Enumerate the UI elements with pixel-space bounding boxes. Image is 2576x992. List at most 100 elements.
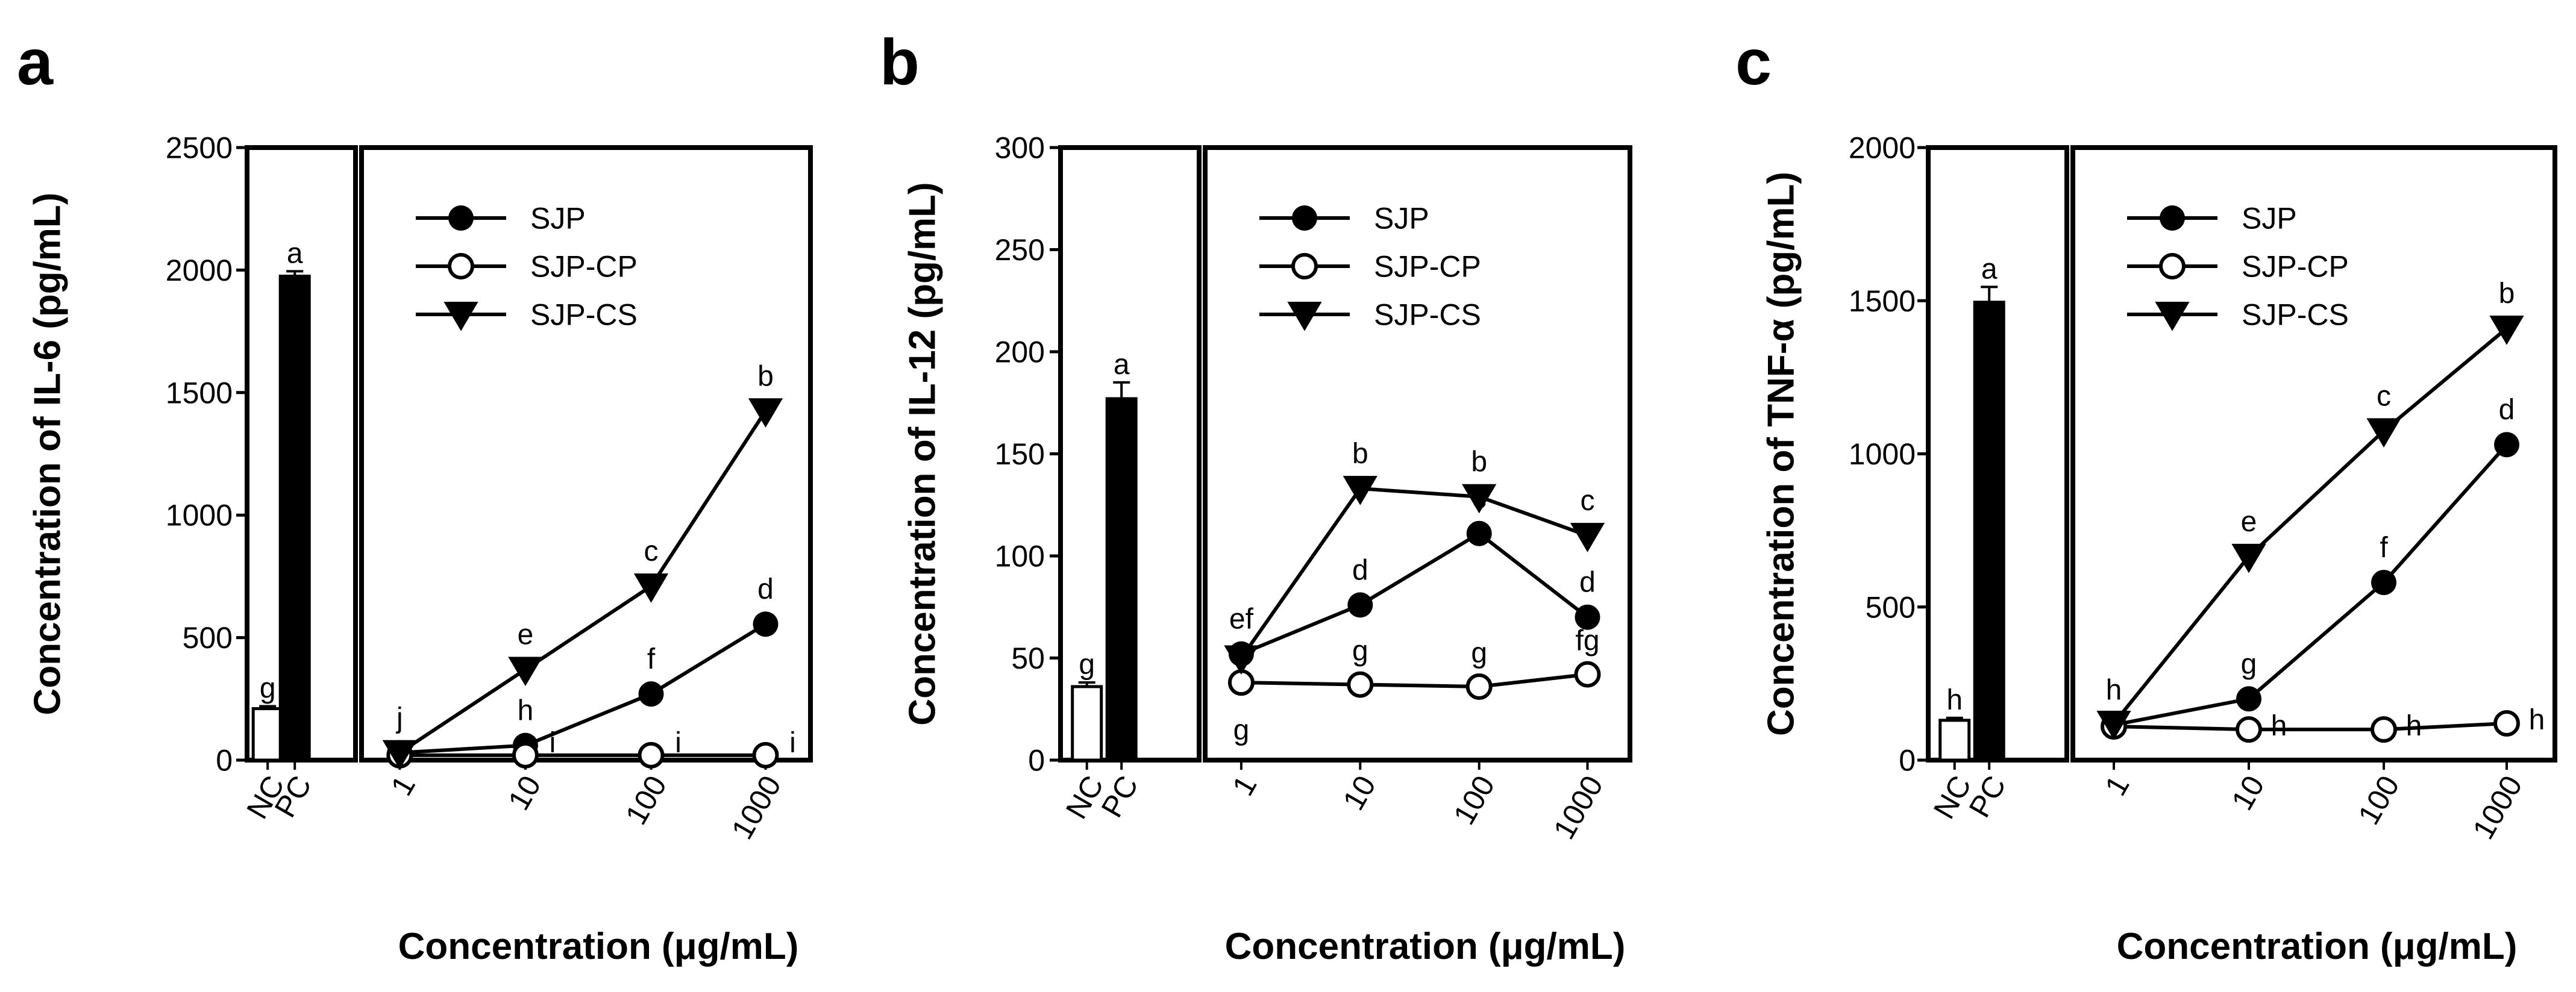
data-point [1575, 604, 1600, 630]
data-point [1347, 671, 1374, 698]
legend-entry: SJP-CP [2242, 250, 2349, 284]
series-line [1240, 531, 1589, 656]
category-label-pc: PC [1095, 770, 1145, 823]
data-point [2371, 570, 2396, 596]
y-tick-label: 0 [1028, 744, 1045, 778]
significance-letter: d [757, 573, 774, 605]
y-axis-label: Concentration of TNF-α (pg/mL) [1761, 172, 1802, 736]
x-tick-label: 1000 [2466, 770, 2529, 844]
x-tick-label: 10 [2225, 770, 2270, 816]
data-point [2236, 686, 2261, 712]
series-frame [359, 145, 813, 763]
significance-letter: b [757, 360, 774, 392]
significance-letter: h [2529, 704, 2545, 736]
data-point [1347, 592, 1373, 618]
data-point [2493, 710, 2520, 737]
bar-nc [251, 707, 284, 762]
data-point [1465, 673, 1493, 700]
data-point [2096, 710, 2131, 740]
y-tick-label: 0 [1899, 744, 1916, 778]
significance-letter: b [1471, 446, 1487, 478]
significance-letter: g [1471, 637, 1487, 669]
x-axis-label: Concentration (μg/mL) [2117, 926, 2518, 967]
panel-letter: b [880, 25, 920, 98]
significance-letter: h [1946, 684, 1963, 716]
significance-letter: ef [1229, 604, 1254, 635]
data-point [1462, 484, 1497, 514]
y-tick-label: 1500 [166, 376, 233, 410]
data-point [753, 611, 779, 637]
series-line [1239, 487, 1588, 660]
x-tick-label: 10 [501, 770, 547, 816]
significance-letter: g [1352, 635, 1368, 667]
significance-letter: i [675, 727, 682, 759]
legend-entry: SJP-CP [1374, 250, 1481, 284]
significance-letter: d [2499, 394, 2515, 426]
legend-marker [1291, 253, 1318, 279]
data-point [382, 740, 417, 770]
legend-entry: SJP-CS [2242, 298, 2349, 332]
significance-letter: a [1981, 253, 1998, 285]
category-label-pc: PC [1963, 770, 2013, 823]
y-tick-label: 200 [995, 335, 1045, 369]
significance-letter: g [2241, 648, 2257, 680]
significance-letter: i [789, 727, 796, 759]
data-point [2231, 543, 2266, 573]
significance-letter: h [2106, 675, 2122, 707]
y-tick-label: 1000 [166, 499, 233, 532]
series-line [2112, 326, 2508, 725]
series-sjp-cs: e c b [382, 360, 783, 770]
x-axis-label: Concentration (μg/mL) [398, 926, 799, 967]
legend-marker [448, 205, 474, 231]
data-point [638, 681, 664, 707]
y-tick-label: 50 [1011, 641, 1045, 675]
significance-letter: i [550, 727, 556, 759]
x-tick-label: 10 [1337, 770, 1382, 816]
series-sjp-cs: e c b [2096, 278, 2524, 740]
data-point [1224, 645, 1259, 675]
data-point [1574, 661, 1601, 688]
data-point [748, 398, 783, 428]
significance-letter: a [1114, 349, 1130, 381]
panel-c: c Concentration of TNF-α (pg/mL) Concentra… [1735, 25, 2557, 967]
data-point [1466, 520, 1492, 546]
data-point [2236, 716, 2262, 743]
data-point [2489, 316, 2524, 345]
series-frame [1203, 145, 1632, 763]
panel-a: a Concentration of IL-6 (pg/mL) Concentrat… [17, 25, 813, 967]
series-line [398, 410, 768, 755]
legend-entry: SJP [1374, 202, 1429, 236]
significance-letter: c [644, 535, 659, 567]
series-line [2113, 443, 2509, 727]
data-point [508, 657, 543, 687]
significance-letter: d [1579, 567, 1596, 599]
series-sjp-cp: g g g fg [1227, 625, 1601, 746]
significance-letter: d [1352, 554, 1368, 586]
x-tick-label: 100 [2351, 770, 2405, 830]
data-point [2366, 418, 2401, 448]
significance-letter: a [287, 237, 303, 269]
data-point [1343, 476, 1377, 505]
significance-letter: c [1581, 485, 1595, 517]
y-tick-label: 2500 [166, 131, 233, 165]
y-tick-label: 2000 [1849, 131, 1916, 165]
x-tick-label: 1 [384, 770, 422, 801]
legend-marker [1292, 205, 1317, 231]
legend-entry: SJP-CS [530, 298, 638, 332]
legend-entry: SJP-CP [530, 250, 638, 284]
x-tick-label: 1 [2098, 770, 2136, 801]
x-tick-label: 1000 [1547, 770, 1609, 844]
y-tick-label: 500 [1866, 590, 1916, 624]
series-sjp-cs: b b c [1224, 438, 1605, 675]
panel-letter: a [17, 25, 54, 98]
significance-letter: g [1233, 714, 1250, 746]
y-tick-label: 150 [995, 437, 1045, 471]
bar-pc [1105, 397, 1138, 762]
legend-marker [2160, 205, 2185, 231]
series-line [400, 622, 767, 755]
y-tick-label: 250 [995, 233, 1045, 267]
data-point [638, 741, 665, 769]
bar-pc [1973, 301, 2005, 762]
significance-letter: fg [1575, 625, 1599, 657]
